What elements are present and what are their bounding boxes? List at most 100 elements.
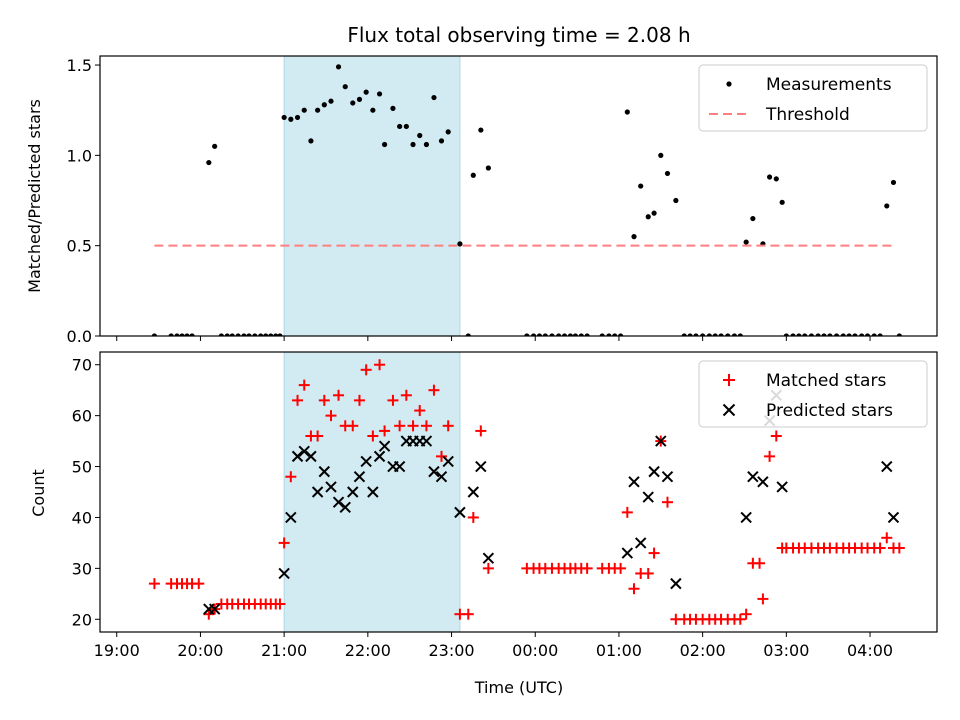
chart-title: Flux total observing time = 2.08 h <box>347 23 690 47</box>
y-tick-label: 0.5 <box>67 237 92 256</box>
shaded-region <box>283 55 461 337</box>
top-y-axis-label: Matched/Predicted stars <box>25 99 44 293</box>
predicted-star-marker <box>339 501 351 513</box>
y-tick-label: 40 <box>72 508 92 527</box>
measurement-point <box>783 333 789 336</box>
bottom-y-axis-label: Count <box>29 469 48 517</box>
matched-star-marker <box>770 430 782 442</box>
matched-star-marker <box>874 542 886 554</box>
matched-star-marker <box>353 394 365 406</box>
measurement-point <box>189 333 195 336</box>
measurement-point <box>151 333 158 336</box>
matched-star-marker <box>661 496 673 508</box>
predicted-star-marker <box>291 450 304 463</box>
legend-label: Predicted stars <box>766 401 893 421</box>
matched-star-marker <box>881 532 893 544</box>
predicted-star-marker <box>628 476 640 488</box>
measurement-point <box>530 333 537 336</box>
legend-entry: Threshold <box>709 105 850 125</box>
legend: Matched stars Predicted stars <box>698 360 928 428</box>
measurement-point <box>567 333 573 336</box>
y-tick-label: 70 <box>72 356 92 375</box>
predicted-star-marker <box>454 506 466 519</box>
measurement-point <box>397 123 403 130</box>
matched-star-marker <box>379 425 391 437</box>
top-plot-panel: 0.0 0.5 1.0 1.5 Measurements Threshold <box>67 55 938 346</box>
matched-star-marker <box>278 537 290 549</box>
y-tick-label: 0.0 <box>67 327 92 346</box>
measurement-point <box>556 333 562 336</box>
matched-star-marker <box>442 420 454 432</box>
predicted-star-marker <box>305 450 317 463</box>
measurement-point <box>524 333 530 336</box>
measurement-point <box>363 89 369 95</box>
measurement-point <box>606 333 612 336</box>
matched-star-marker <box>400 389 412 401</box>
measurement-point <box>445 129 451 135</box>
measurement-point <box>645 214 651 220</box>
matched-star-marker <box>734 613 746 625</box>
measurement-point <box>403 123 409 130</box>
measurement-point <box>350 100 356 106</box>
predicted-star-marker <box>482 552 495 564</box>
matched-star-marker <box>642 567 654 579</box>
measurement-point <box>277 333 283 336</box>
x-tick-label: 22:00 <box>345 641 391 660</box>
measurement-point <box>465 333 471 336</box>
measurement-point <box>370 107 376 113</box>
matched-star-marker <box>414 405 426 417</box>
predicted-star-marker <box>353 471 366 483</box>
legend-entry: Matched stars <box>723 371 886 391</box>
y-tick-label: 1.0 <box>67 146 92 165</box>
matched-star-marker <box>615 562 627 574</box>
measurement-point <box>871 333 877 336</box>
matched-star-marker <box>407 420 419 432</box>
measurement-point <box>301 107 307 113</box>
matched-star-marker <box>292 394 304 406</box>
measurement-point <box>174 333 180 336</box>
matched-star-marker <box>621 506 633 518</box>
predicted-star-marker <box>887 511 900 524</box>
measurement-point <box>664 170 671 177</box>
measurement-point <box>852 333 858 336</box>
predicted-star-marker <box>428 465 440 478</box>
matched-star-marker <box>740 608 752 620</box>
matched-star-marker <box>475 425 487 437</box>
measurement-point <box>335 64 342 70</box>
legend: Measurements Threshold <box>698 64 928 132</box>
measurement-point <box>328 98 334 104</box>
matched-star-marker <box>325 410 337 422</box>
matched-star-marker <box>482 562 494 574</box>
measurement-point <box>693 333 699 336</box>
predicted-star-marker <box>776 481 788 493</box>
matched-star-marker <box>367 430 379 442</box>
measurement-point <box>179 333 185 336</box>
matched-star-marker <box>420 420 432 432</box>
matched-star-marker <box>203 608 215 620</box>
matched-star-marker <box>387 394 399 406</box>
matched-star-marker <box>581 562 593 574</box>
legend-box <box>698 360 928 428</box>
measurement-point <box>184 333 190 336</box>
measurement-point <box>235 333 241 336</box>
matched-star-marker <box>360 364 372 376</box>
matched-star-marker <box>347 420 359 432</box>
x-tick-label: 02:00 <box>680 641 726 660</box>
measurement-point <box>884 203 890 209</box>
measurement-point <box>790 333 796 336</box>
x-tick-label: 01:00 <box>596 641 642 660</box>
measurement-point <box>624 109 630 115</box>
plot-frame <box>99 55 938 337</box>
predicted-star-marker <box>378 440 391 452</box>
measurement-point <box>258 333 264 336</box>
predicted-star-marker <box>648 465 660 478</box>
matched-star-marker <box>333 389 345 401</box>
predicted-star-marker <box>747 471 759 483</box>
legend-box <box>698 64 928 132</box>
x-tick-label: 20:00 <box>177 641 223 660</box>
measurement-point <box>390 105 396 111</box>
measurement-point <box>485 165 491 171</box>
matched-star-marker <box>648 547 660 559</box>
measurement-point <box>281 114 287 121</box>
measurement-point <box>864 333 871 336</box>
